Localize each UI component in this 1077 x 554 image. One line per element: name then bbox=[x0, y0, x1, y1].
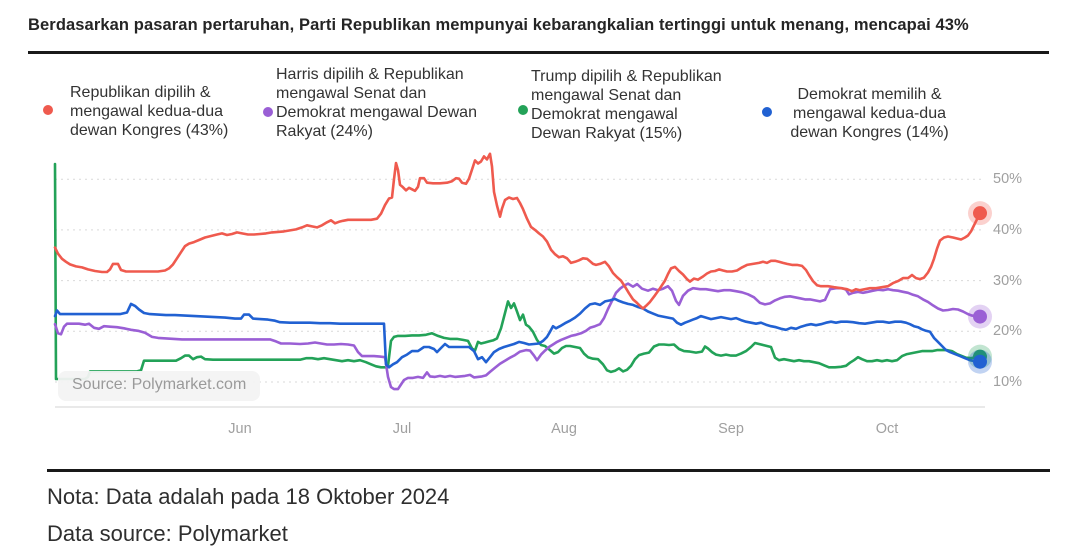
legend-label-line: Republikan dipilih & bbox=[70, 84, 211, 101]
y-axis-label-50: 50% bbox=[993, 171, 1023, 187]
legend-label-line: Demokrat mengawal bbox=[531, 106, 678, 123]
x-axis-label-aug: Aug bbox=[551, 421, 577, 437]
y-axis-label-20: 20% bbox=[993, 323, 1023, 339]
x-axis-label-oct: Oct bbox=[875, 421, 899, 437]
legend-item-republican-sweep: Republikan dipilih & mengawal kedua-dua de… bbox=[70, 83, 270, 140]
legend-item-harris-split: Harris dipilih & Republikan mengawal Sena… bbox=[276, 65, 521, 141]
series-line-trump-split bbox=[53, 162, 982, 381]
y-axis-label-40: 40% bbox=[993, 222, 1023, 238]
legend-dot-democrat-sweep bbox=[762, 107, 772, 117]
x-axis-label-jun: Jun bbox=[228, 421, 252, 437]
title-divider bbox=[28, 51, 1049, 54]
endpoint-dot-democrat-sweep bbox=[973, 354, 987, 369]
y-axis-label-10: 10% bbox=[993, 374, 1023, 390]
legend-dot-harris-split bbox=[263, 107, 273, 117]
legend-label-line: Demokrat memilih & bbox=[797, 86, 942, 103]
legend-label-line: mengawal kedua-dua bbox=[793, 105, 946, 122]
source-badge: Source: Polymarket.com bbox=[58, 371, 261, 401]
series-line-republican-sweep bbox=[53, 152, 982, 310]
legend-dot-trump-split bbox=[518, 105, 528, 115]
note-line-2: Data source: Polymarket bbox=[47, 521, 288, 546]
note-line-1: Nota: Data adalah pada 18 Oktober 2024 bbox=[47, 484, 450, 509]
legend-item-trump-split: Trump dipilih & Republikan mengawal Senat… bbox=[531, 67, 776, 143]
legend-dot-republican-sweep bbox=[43, 105, 53, 115]
series-line-democrat-sweep bbox=[53, 297, 982, 369]
legend-item-democrat-sweep: Demokrat memilih & mengawal kedua-dua dewa… bbox=[772, 85, 967, 142]
legend-label-line: Demokrat mengawal Dewan bbox=[276, 104, 477, 121]
endpoint-dot-republican-sweep bbox=[973, 206, 987, 221]
legend-label-line: Harris dipilih & Republikan bbox=[276, 66, 464, 83]
legend-label-line: dewan Kongres (14%) bbox=[790, 124, 949, 141]
legend-label-line: Trump dipilih & Republikan bbox=[531, 68, 722, 85]
legend-label-line: Rakyat (24%) bbox=[276, 123, 373, 140]
x-axis-label-jul: Jul bbox=[392, 421, 412, 437]
legend-label-line: mengawal Senat dan bbox=[276, 85, 427, 102]
legend-label-line: mengawal kedua-dua bbox=[70, 103, 223, 120]
legend-label-line: Dewan Rakyat (15%) bbox=[531, 125, 683, 142]
legend-label-line: dewan Kongres (43%) bbox=[70, 122, 229, 139]
endpoint-dot-harris-split bbox=[973, 309, 987, 324]
x-axis-label-sep: Sep bbox=[718, 421, 744, 437]
legend-label-line: mengawal Senat dan bbox=[531, 87, 682, 104]
chart-title: Berdasarkan pasaran pertaruhan, Parti Re… bbox=[28, 16, 969, 34]
bottom-divider bbox=[47, 469, 1050, 472]
y-axis-label-30: 30% bbox=[993, 273, 1023, 289]
